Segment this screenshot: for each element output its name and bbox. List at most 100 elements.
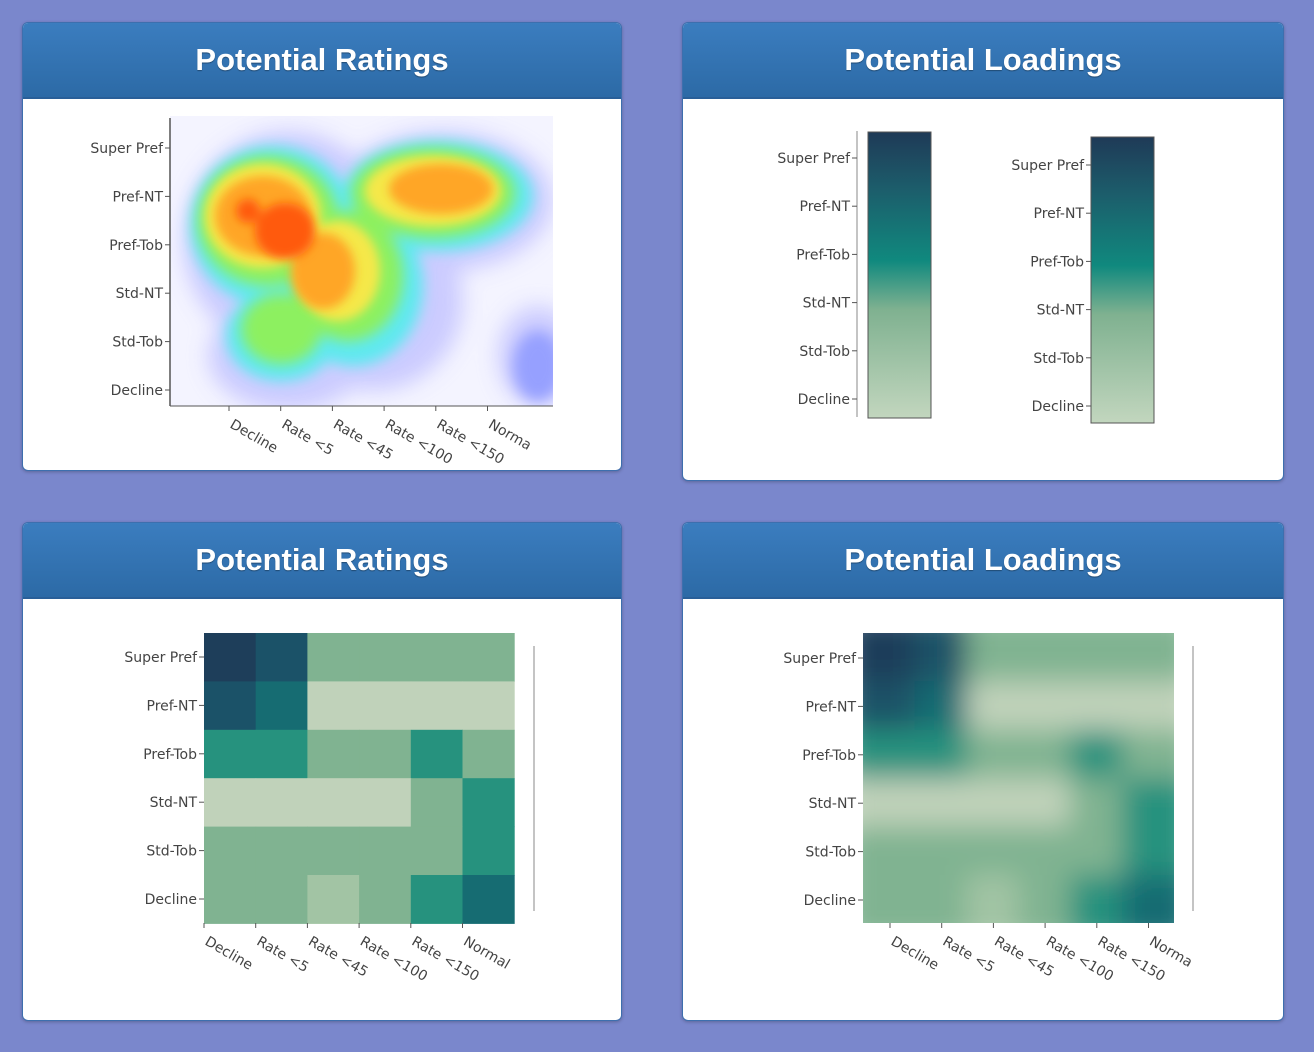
smoothed-cell <box>914 729 968 780</box>
heatmap-cell <box>359 875 412 924</box>
heatmap-cell <box>307 826 360 876</box>
y-tick-label: Decline <box>1032 399 1084 415</box>
smoothed-cell <box>1018 681 1072 731</box>
smoothed-cell <box>966 633 1020 683</box>
y-tick-label: Decline <box>111 383 163 399</box>
heatmap-cell <box>359 681 412 731</box>
heatmap-cell <box>204 875 257 924</box>
heatmap-cell <box>307 875 360 924</box>
panel-title: Potential Loadings <box>683 523 1283 599</box>
smoothed-cell <box>914 875 968 923</box>
heatmap-cell <box>410 729 463 779</box>
heatmap-cell <box>462 633 515 682</box>
heatmap-cell <box>410 681 463 731</box>
smoothed-cell <box>1018 875 1072 923</box>
y-tick-label: Std-Tob <box>146 844 197 860</box>
panel-potential-loadings-smooth: Potential Loadings Super Pref Pref-NT Pref… <box>682 522 1284 1021</box>
smooth-heatmap-chart: Super Pref Pref-NT Pref-Tob Std-NT Std-Tob De… <box>783 633 1198 985</box>
heatmap-cell <box>255 826 308 876</box>
panel-potential-loadings-colorbars: Potential Loadings Super Pref Pref-NT Pref… <box>682 22 1284 481</box>
heatmap-cell <box>410 633 463 682</box>
y-tick-label: Super Pref <box>90 141 164 157</box>
grid-heatmap-chart: Super Pref Pref-NT Pref-Tob Std-NT Std-Tob De… <box>124 633 535 985</box>
y-tick-label: Pref-Tob <box>109 238 163 254</box>
y-tick-label: Pref-Tob <box>802 748 856 764</box>
smoothed-cell <box>1018 826 1072 876</box>
smoothed-cell <box>1122 633 1174 683</box>
heatmap-cell <box>204 681 257 731</box>
smoothed-cell <box>1122 875 1174 923</box>
smoothed-cell <box>1018 633 1072 683</box>
heatmap-cell <box>410 778 463 828</box>
smoothed-cell <box>966 826 1020 876</box>
y-tick-label: Super Pref <box>124 650 198 666</box>
heatmap-cell <box>359 729 412 779</box>
smoothed-cell <box>914 681 968 731</box>
y-tick-label: Decline <box>798 392 850 408</box>
smoothed-cell <box>1018 729 1072 780</box>
y-tick-label: Pref-Tob <box>1030 254 1084 270</box>
heatmap-cell <box>462 826 515 876</box>
x-tick-label: Rate <5 <box>940 934 998 976</box>
smoothed-cell <box>966 875 1020 923</box>
colorbar-pair-chart: Super Pref Pref-NT Pref-Tob Std-NT Std-Tob De… <box>777 131 1155 424</box>
panel-title: Potential Ratings <box>23 523 621 599</box>
smoothed-cell <box>1070 778 1123 828</box>
x-tick-label: Rate <5 <box>279 417 337 459</box>
y-tick-label: Decline <box>804 893 856 909</box>
heatmap-cell <box>307 681 360 731</box>
y-tick-label: Std-NT <box>116 286 164 302</box>
heatmap-cell <box>255 778 308 828</box>
heatmap-cell <box>359 778 412 828</box>
smoothed-cell <box>1122 826 1174 876</box>
smoothed-cell <box>1122 778 1174 828</box>
smoothed-cell <box>1122 729 1174 780</box>
density-heatmap-chart: Super Pref Pref-NT Pref-Tob Std-NT Std-Tob De… <box>90 116 553 468</box>
heatmap-cell <box>410 826 463 876</box>
smoothed-cell <box>1122 681 1174 731</box>
heatmap-cell <box>359 633 412 682</box>
y-tick-label: Pref-NT <box>113 189 164 205</box>
y-tick-label: Pref-NT <box>1034 206 1085 222</box>
smoothed-cell <box>863 826 916 876</box>
y-tick-label: Std-NT <box>150 795 198 811</box>
y-tick-label: Super Pref <box>783 651 857 667</box>
panel-title: Potential Loadings <box>683 23 1283 99</box>
smoothed-cell <box>914 826 968 876</box>
panel-potential-ratings-density: Potential Ratings <box>22 22 622 471</box>
y-tick-label: Std-NT <box>803 296 851 312</box>
heatmap-cell <box>255 633 308 682</box>
smoothed-cell <box>863 778 916 828</box>
colorbar-left <box>867 131 932 419</box>
smoothed-cell <box>966 681 1020 731</box>
heatmap-cell <box>255 681 308 731</box>
heatmap-cell <box>204 633 257 682</box>
y-tick-label: Pref-Tob <box>796 247 850 263</box>
y-tick-label: Std-Tob <box>112 335 163 351</box>
y-tick-label: Std-Tob <box>799 344 850 360</box>
y-tick-label: Pref-NT <box>800 199 851 215</box>
y-tick-label: Super Pref <box>1011 158 1085 174</box>
y-tick-label: Decline <box>145 892 197 908</box>
heatmap-cell <box>307 729 360 779</box>
y-tick-label: Std-Tob <box>1033 351 1084 367</box>
y-tick-label: Pref-NT <box>147 698 198 714</box>
smoothed-cell <box>966 729 1020 780</box>
x-tick-label: Rate <5 <box>254 934 312 976</box>
smoothed-cell <box>914 633 968 683</box>
smoothed-cell <box>1070 826 1123 876</box>
smoothed-cell <box>863 633 916 683</box>
heatmap-cell <box>307 778 360 828</box>
y-tick-label: Std-NT <box>809 796 857 812</box>
panel-potential-ratings-grid: Potential Ratings Super Pref Pref-NT Pref-… <box>22 522 622 1021</box>
y-tick-label: Std-Tob <box>805 845 856 861</box>
heatmap-cell <box>359 826 412 876</box>
heatmap-cell <box>462 681 515 731</box>
smoothed-cell <box>966 778 1020 828</box>
smoothed-cell <box>1070 681 1123 731</box>
smoothed-cell <box>1018 778 1072 828</box>
heatmap-cell <box>307 633 360 682</box>
x-tick-label: Decline <box>227 417 280 457</box>
smoothed-cell <box>1070 633 1123 683</box>
smoothed-cell <box>863 729 916 780</box>
